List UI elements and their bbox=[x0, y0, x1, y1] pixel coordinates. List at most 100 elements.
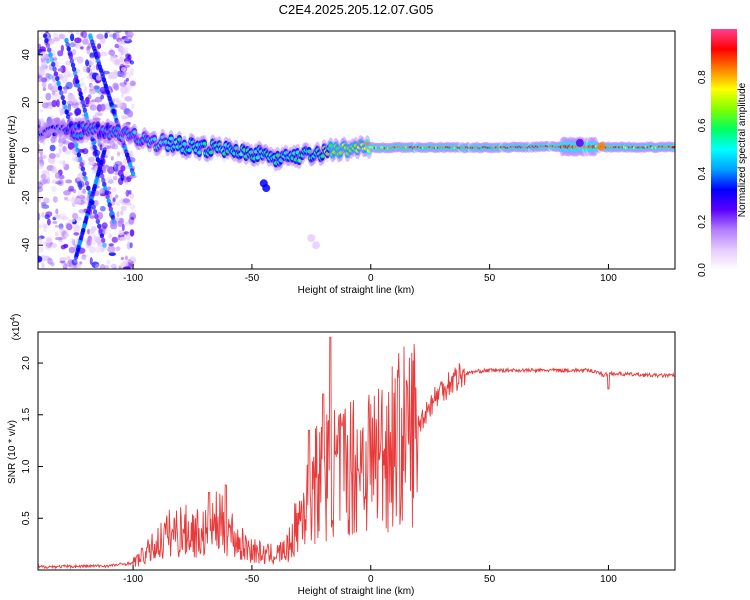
spectrogram-cell bbox=[121, 115, 129, 120]
spectrogram-cell bbox=[39, 150, 43, 156]
spectrogram-cell bbox=[89, 156, 96, 163]
spectrogram-cell bbox=[78, 91, 83, 97]
spectrogram-cell bbox=[60, 95, 65, 101]
spectrogram-cell bbox=[55, 208, 59, 215]
y-tick-label: 40 bbox=[21, 49, 32, 61]
spectrogram-cell bbox=[86, 46, 91, 51]
spectrogram-cell bbox=[95, 123, 101, 128]
spectrogram-cell bbox=[130, 171, 136, 177]
snr-y-label: SNR (10 * v/v) bbox=[7, 420, 18, 484]
spectrogram-cell bbox=[54, 214, 61, 219]
spectrogram-cell bbox=[117, 100, 123, 108]
spectrogram-cell bbox=[102, 242, 107, 248]
spectrogram-cell bbox=[120, 256, 125, 261]
spectrogram-cell bbox=[80, 166, 86, 172]
spectrogram-cell bbox=[80, 99, 85, 105]
spectrogram-cell bbox=[78, 156, 83, 163]
spectrogram-cell bbox=[118, 229, 124, 236]
spectrogram-cell bbox=[117, 152, 121, 157]
snr-y-multiplier: (x104) bbox=[10, 314, 22, 341]
spectrogram-cell bbox=[86, 75, 93, 80]
spectrogram-cell bbox=[53, 37, 60, 42]
spectrogram-cell bbox=[88, 161, 95, 166]
spectrogram-cell bbox=[82, 66, 90, 73]
spectrogram-cell bbox=[99, 264, 106, 269]
spectrogram-cell bbox=[96, 33, 104, 40]
spectrogram-cell bbox=[108, 233, 112, 239]
spectrogram-cell bbox=[41, 102, 49, 109]
figure-title: C2E4.2025.205.12.07.G05 bbox=[279, 2, 434, 17]
snr-y-ticks: 0.5 1.0 1.5 2.0 bbox=[21, 356, 43, 525]
colorbar-tick-label: 0.0 bbox=[697, 263, 708, 277]
spectrogram-cell bbox=[51, 74, 56, 82]
spectrogram-cell bbox=[49, 144, 56, 152]
y-tick-label: 0 bbox=[21, 147, 32, 153]
spectrogram-cell bbox=[129, 60, 134, 65]
spectrogram-cell bbox=[68, 219, 76, 223]
spectrogram-cell bbox=[78, 190, 83, 198]
spectrogram-cell bbox=[51, 186, 57, 193]
spectrogram-cell bbox=[107, 245, 116, 253]
spectrogram-cell bbox=[65, 114, 71, 120]
spectrogram-cell bbox=[102, 164, 110, 169]
spectrogram-cell bbox=[123, 79, 128, 85]
spectrogram-cell bbox=[67, 31, 73, 34]
snr-x-ticks: -100 -50 0 50 100 bbox=[123, 565, 617, 585]
spectrogram-cell bbox=[114, 43, 120, 49]
spectrogram-cell bbox=[67, 50, 73, 56]
spectrogram-cell bbox=[58, 33, 65, 40]
spectrogram-cell bbox=[63, 243, 69, 249]
spectrogram-cell bbox=[575, 138, 584, 147]
spectrogram-cell bbox=[71, 196, 77, 205]
snr-multiplier-exp: 4 bbox=[10, 317, 17, 321]
spectrogram-cell bbox=[64, 149, 72, 155]
spectrogram-cell bbox=[81, 103, 87, 109]
spectrogram-cell bbox=[121, 66, 126, 72]
x-tick-label: -50 bbox=[245, 273, 260, 284]
spectrogram-cell bbox=[91, 225, 97, 232]
spectrogram-cell bbox=[89, 52, 95, 59]
spectrogram-cell bbox=[64, 233, 70, 238]
spectrogram-cell bbox=[105, 194, 110, 200]
spectrogram-cell bbox=[59, 257, 67, 261]
spectrogram-cell bbox=[41, 262, 45, 269]
spectrogram-cell bbox=[52, 32, 59, 39]
spectrogram-cell bbox=[113, 161, 117, 168]
spectrogram-cell bbox=[83, 176, 88, 182]
spectrogram-cell bbox=[65, 42, 70, 48]
spectrogram-cell bbox=[38, 156, 43, 163]
spectrogram-cell bbox=[126, 31, 134, 38]
spectrogram-cell bbox=[83, 111, 89, 118]
spectrogram-cell bbox=[60, 216, 69, 221]
spectrogram-cell bbox=[65, 60, 71, 66]
spectrogram-cell bbox=[100, 173, 105, 179]
spectrogram-cell bbox=[121, 92, 125, 98]
spectrogram-cell bbox=[43, 197, 50, 204]
spectrogram-panel: -100 -50 0 50 100 -40 -20 0 20 40 Height of stra… bbox=[7, 30, 676, 296]
spectrogram-cell bbox=[82, 38, 89, 45]
spectrogram-cell bbox=[54, 224, 59, 228]
spectrogram-cell bbox=[81, 254, 87, 260]
spectrogram-cell bbox=[128, 217, 135, 225]
spectrogram-cell bbox=[91, 204, 96, 210]
spectrogram-cell bbox=[41, 201, 47, 206]
spectrogram-cell bbox=[47, 47, 52, 53]
spectrogram-cell bbox=[120, 47, 126, 55]
spectrogram-cell bbox=[64, 109, 69, 115]
spectrogram-cell bbox=[87, 94, 92, 100]
spectrogram-cell bbox=[77, 87, 82, 93]
spectrogram-cell bbox=[101, 177, 106, 183]
spectrogram-cell bbox=[75, 31, 80, 36]
y-tick-label: 2.0 bbox=[21, 356, 32, 370]
spectrogram-cell bbox=[120, 165, 126, 172]
spectrogram-cell bbox=[107, 202, 112, 208]
spectrogram-cell bbox=[126, 233, 131, 241]
spectrogram-cell bbox=[89, 88, 97, 95]
spectrogram-cell bbox=[51, 100, 57, 108]
spectrogram-cell bbox=[38, 212, 41, 221]
spectrogram-cell bbox=[80, 255, 87, 261]
spectrogram-cell bbox=[63, 104, 68, 110]
spectrogram-cell bbox=[80, 77, 85, 82]
spectrogram-cell bbox=[72, 212, 79, 220]
spectrogram-cell bbox=[109, 48, 114, 53]
